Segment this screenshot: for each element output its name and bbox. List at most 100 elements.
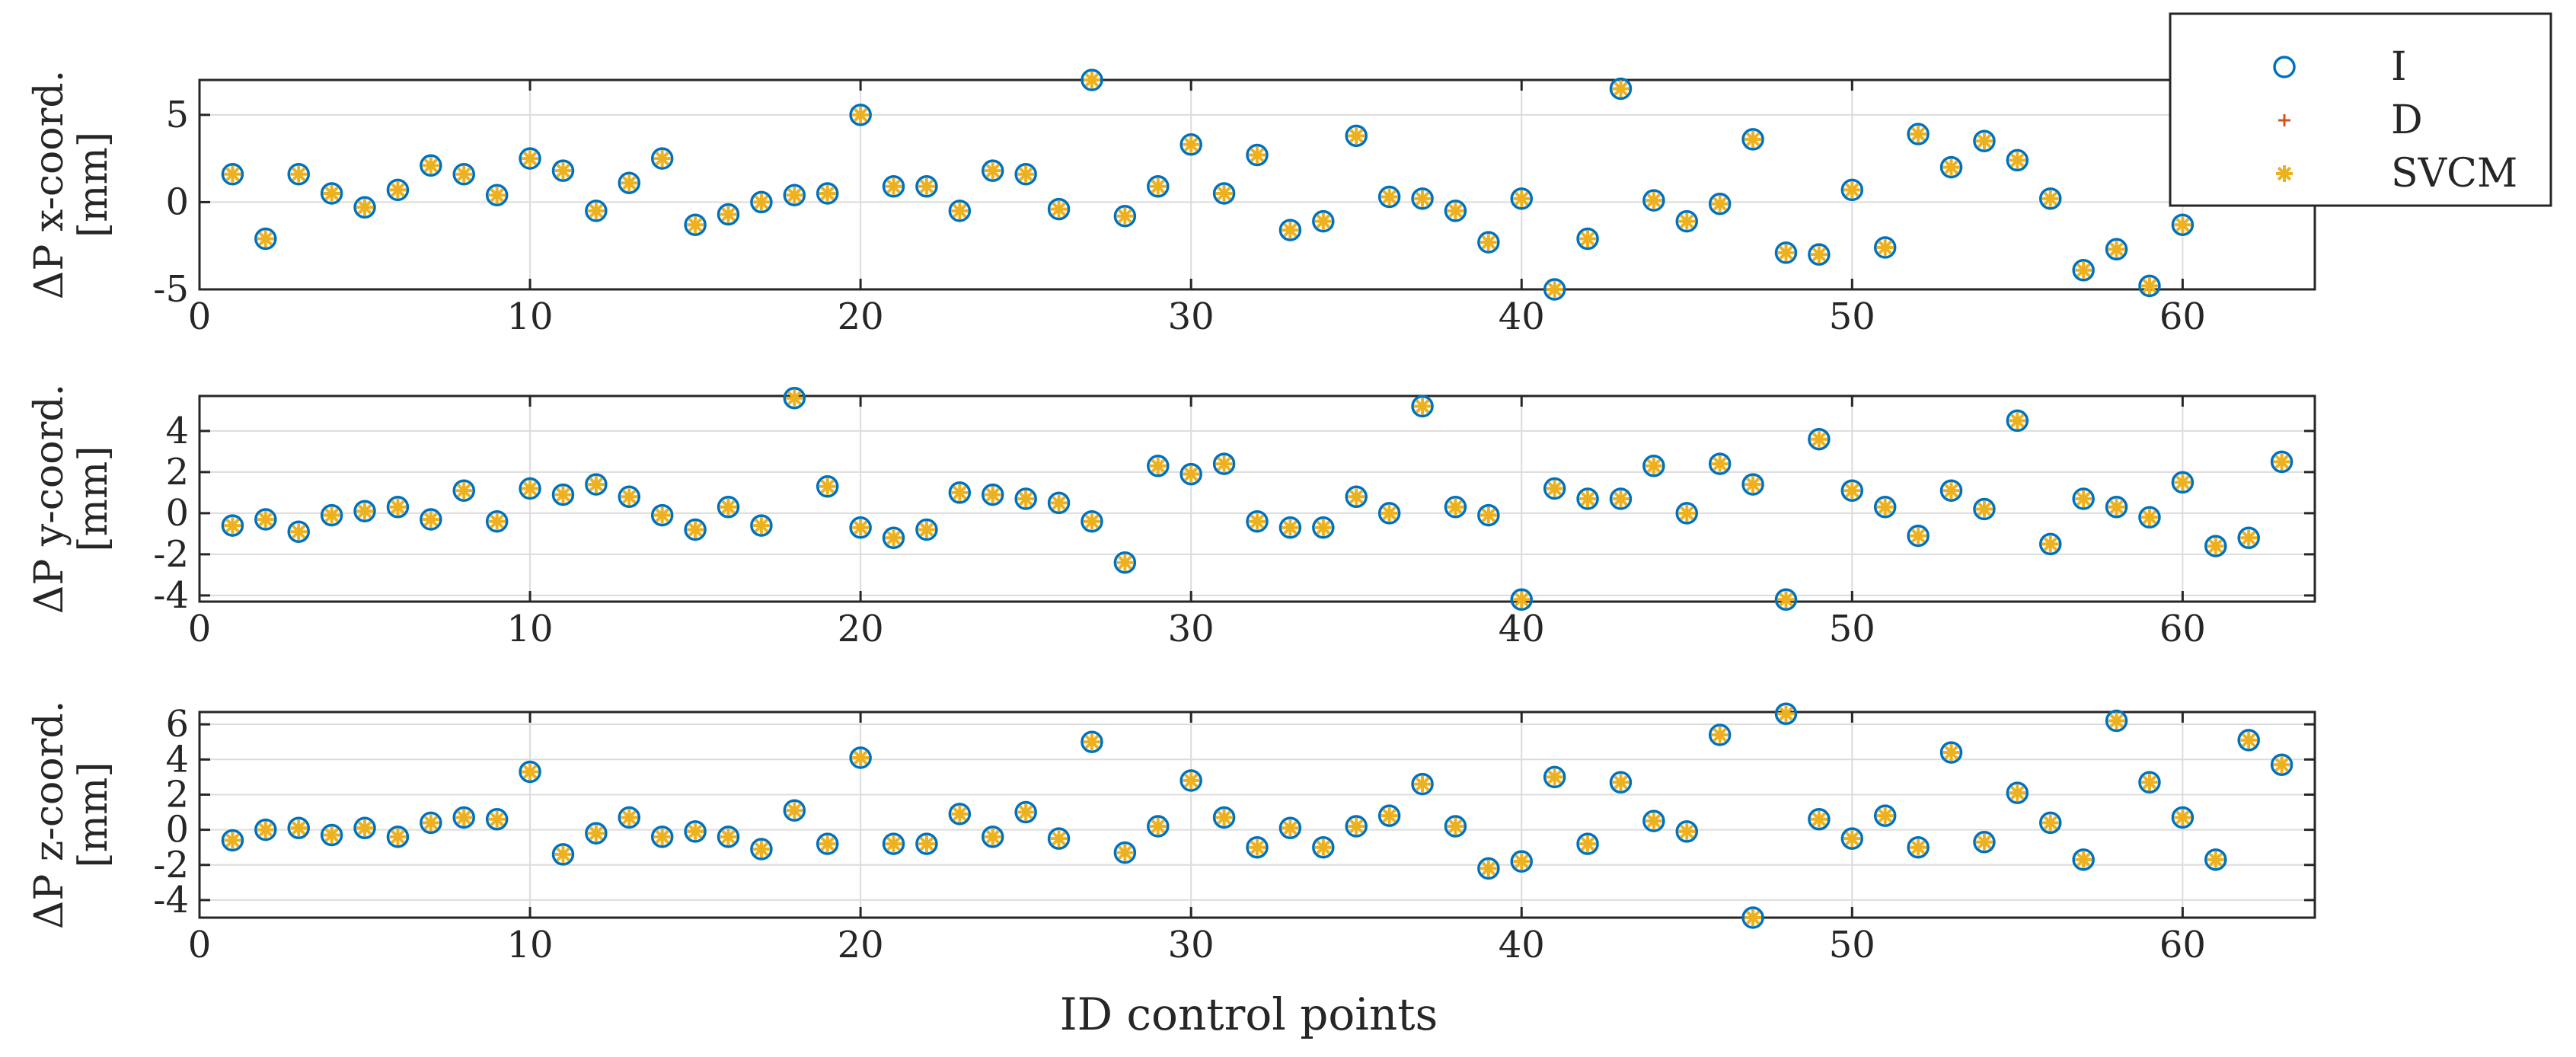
data-point-I (783, 386, 806, 410)
data-point-SVCM (1678, 822, 1696, 840)
data-point-SVCM (687, 521, 704, 538)
data-point-SVCM (720, 498, 737, 516)
data-point-I (1147, 175, 1170, 198)
data-point-SVCM (786, 802, 803, 819)
data-point-I (982, 159, 1004, 182)
data-point-I (618, 806, 641, 829)
data-point-I (849, 104, 872, 126)
y-tick-label: -2 (153, 533, 189, 576)
x-tick-label: 20 (838, 608, 884, 650)
data-point-I (1609, 771, 1633, 794)
y-axis-unit-label: [mm] (71, 445, 117, 551)
data-point-I (1675, 502, 1699, 525)
data-point-I (221, 829, 244, 852)
data-point-I (1808, 427, 1831, 451)
x-tick-label: 40 (1499, 608, 1545, 650)
data-point-I (1377, 502, 1401, 525)
data-point-I (2105, 496, 2128, 519)
data-point-I (1246, 509, 1269, 533)
data-point-I (585, 473, 608, 496)
data-point-SVCM (224, 517, 241, 535)
data-point-SVCM (1910, 527, 1927, 544)
x-tick-label: 30 (1168, 295, 1215, 338)
y-axis-label: ΔP x-coord. (27, 70, 72, 299)
data-point-SVCM (554, 845, 572, 863)
data-point-SVCM (455, 482, 473, 500)
data-point-SVCM (852, 749, 870, 766)
data-point-I (1873, 804, 1897, 827)
data-point-SVCM (2140, 774, 2158, 791)
x-tick-label: 50 (1829, 295, 1875, 338)
data-point-I (915, 832, 938, 855)
data-point-SVCM (1843, 482, 1861, 500)
plot-area (200, 712, 2315, 918)
x-tick-label: 20 (838, 924, 884, 966)
data-point-I (1477, 231, 1500, 254)
x-tick-label: 50 (1829, 608, 1875, 650)
x-tick-label: 30 (1168, 924, 1215, 966)
data-point-I (1973, 831, 1996, 854)
data-point-SVCM (2041, 814, 2059, 832)
data-point-I (1212, 452, 1236, 475)
data-point-I (882, 175, 905, 198)
data-point-I (1708, 723, 1732, 746)
legend-marker-D (2278, 114, 2290, 126)
data-point-SVCM (918, 177, 935, 195)
legend-entry-d[interactable]: D (2278, 97, 2423, 143)
data-point-SVCM (1678, 212, 1696, 230)
data-point-I (2138, 771, 2161, 794)
legend-entry-i[interactable]: I (2273, 44, 2407, 90)
data-point-SVCM (389, 828, 407, 845)
data-point-SVCM (720, 828, 737, 845)
data-point-SVCM (1876, 807, 1894, 825)
data-point-SVCM (224, 832, 241, 849)
data-point-SVCM (786, 187, 803, 204)
data-point-I (1411, 187, 1434, 210)
data-point-I (353, 500, 376, 522)
data-point-I (1278, 516, 1302, 539)
x-tick-label: 10 (507, 295, 554, 338)
data-point-I (1973, 129, 1996, 152)
data-point-I (1907, 123, 1930, 145)
data-point-SVCM (1612, 774, 1630, 791)
legend-entry-svcm[interactable]: SVCM (2276, 151, 2517, 196)
data-point-I (1411, 394, 1434, 418)
data-point-I (2270, 753, 2294, 776)
data-point-I (1675, 820, 1699, 843)
data-point-I (1179, 133, 1202, 156)
data-point-SVCM (951, 202, 969, 219)
data-point-SVCM (1645, 192, 1662, 209)
data-point-SVCM (951, 484, 969, 501)
x-tick-label: 60 (2159, 608, 2206, 650)
data-point-SVCM (1183, 772, 1200, 789)
data-point-SVCM (1910, 126, 1927, 143)
data-point-SVCM (554, 162, 572, 180)
data-point-I (1278, 219, 1302, 241)
data-point-I (1939, 479, 1963, 502)
data-point-SVCM (1183, 465, 1200, 483)
data-point-I (1708, 452, 1732, 475)
data-point-SVCM (1249, 146, 1266, 164)
data-point-SVCM (522, 763, 539, 781)
data-point-SVCM (1381, 807, 1398, 825)
data-point-I (320, 503, 343, 527)
data-point-SVCM (455, 809, 473, 826)
data-point-SVCM (1282, 519, 1299, 536)
data-point-I (1873, 496, 1897, 519)
data-point-SVCM (522, 150, 539, 168)
data-point-I (1576, 487, 1599, 510)
data-point-SVCM (1017, 803, 1035, 821)
data-point-I (353, 816, 376, 840)
data-point-SVCM (984, 162, 1001, 180)
data-point-I (320, 182, 343, 205)
data-point-I (816, 182, 839, 205)
data-point-I (1014, 163, 1037, 186)
data-point-SVCM (687, 822, 704, 840)
data-point-SVCM (356, 199, 374, 216)
legend[interactable]: ID SVCM (2169, 12, 2552, 207)
data-point-SVCM (1513, 853, 1531, 870)
data-point-I (287, 163, 310, 186)
y-tick-label: 0 (165, 492, 189, 535)
